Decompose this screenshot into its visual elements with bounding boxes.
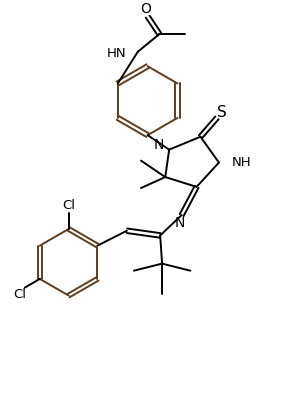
Text: Cl: Cl (62, 199, 75, 212)
Text: N: N (154, 138, 165, 152)
Text: N: N (175, 216, 185, 230)
Text: HN: HN (107, 47, 127, 60)
Text: Cl: Cl (14, 288, 27, 301)
Text: O: O (140, 2, 151, 16)
Text: NH: NH (231, 156, 251, 169)
Text: S: S (217, 105, 227, 119)
